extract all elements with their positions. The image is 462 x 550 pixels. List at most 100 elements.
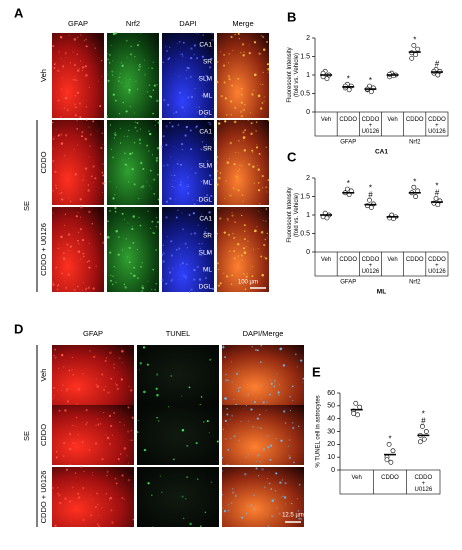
micrograph-speck xyxy=(92,471,94,474)
micrograph-speck xyxy=(184,276,187,279)
micrograph-speck xyxy=(151,188,153,190)
micrograph-speck xyxy=(116,230,118,232)
micrograph-speck xyxy=(100,59,103,62)
micrograph-speck xyxy=(189,148,193,151)
micrograph-speck xyxy=(278,512,281,515)
micrograph-speck xyxy=(118,76,121,79)
micrograph-speck xyxy=(65,113,67,115)
y-tick-label: 1 xyxy=(306,212,310,219)
region-label: CA1 xyxy=(199,129,212,136)
micrograph-speck xyxy=(80,34,82,36)
micrograph-speck xyxy=(173,146,175,148)
micrograph-speck xyxy=(139,128,141,130)
micrograph-speck xyxy=(166,235,168,237)
micrograph xyxy=(52,33,104,118)
micrograph-speck xyxy=(53,395,56,397)
column-header: DAPI xyxy=(179,19,197,28)
micrograph-speck xyxy=(263,486,266,489)
micrograph-speck xyxy=(226,161,230,164)
micrograph-speck xyxy=(300,518,303,521)
micrograph-speck xyxy=(230,113,232,116)
micrograph-speck xyxy=(140,33,142,35)
micrograph-speck xyxy=(101,373,104,376)
micrograph-speck xyxy=(80,466,83,468)
micrograph-speck xyxy=(121,117,123,119)
micrograph-speck xyxy=(208,121,211,124)
micrograph-speck xyxy=(102,388,106,392)
micrograph-speck xyxy=(205,74,208,78)
data-point xyxy=(353,400,359,406)
micrograph-speck xyxy=(128,261,131,264)
micrograph-speck xyxy=(76,53,78,56)
micrograph-speck xyxy=(234,494,237,496)
micrograph-speck xyxy=(105,357,108,359)
micrograph-speck xyxy=(57,138,59,140)
micrograph-speck xyxy=(259,203,261,205)
micrograph-speck xyxy=(269,458,272,462)
micrograph-speck xyxy=(247,420,249,422)
micrograph-speck xyxy=(107,391,110,394)
micrograph-speck xyxy=(172,267,174,270)
micrograph-speck xyxy=(88,156,90,158)
micrograph-speck xyxy=(110,274,112,276)
micrograph-speck xyxy=(155,159,158,162)
micrograph-speck xyxy=(242,247,245,250)
micrograph-speck xyxy=(168,57,171,60)
micrograph-speck xyxy=(106,236,110,239)
micrograph-speck xyxy=(185,69,188,72)
micrograph-speck xyxy=(146,363,149,366)
micrograph xyxy=(222,467,304,527)
micrograph-speck xyxy=(72,78,75,81)
micrograph-speck xyxy=(253,182,255,184)
micrograph-speck xyxy=(102,163,104,165)
micrograph-speck xyxy=(206,194,209,197)
micrograph-speck xyxy=(167,406,170,408)
micrograph-speck xyxy=(151,494,153,497)
micrograph-speck xyxy=(302,381,304,383)
micrograph-speck xyxy=(298,483,301,486)
micrograph-speck xyxy=(162,164,165,167)
micrograph-speck xyxy=(56,492,59,495)
micrograph-speck xyxy=(181,106,184,109)
micrograph-speck xyxy=(288,455,290,457)
micrograph-speck xyxy=(121,349,124,353)
micrograph-speck xyxy=(224,120,227,123)
micrograph-speck xyxy=(238,140,240,142)
y-axis-label: Fluorescent Intensity xyxy=(287,47,293,102)
micrograph-speck xyxy=(183,275,185,277)
micrograph-speck xyxy=(170,375,173,377)
micrograph-speck xyxy=(291,422,294,424)
micrograph-speck xyxy=(106,115,109,118)
significance-mark: * xyxy=(369,183,372,192)
micrograph-speck xyxy=(53,386,56,389)
micrograph-speck xyxy=(55,187,58,189)
micrograph-speck xyxy=(204,511,207,514)
micrograph-speck xyxy=(51,486,54,489)
micrograph-speck xyxy=(65,286,68,289)
micrograph-speck xyxy=(250,408,253,411)
micrograph-speck xyxy=(76,91,79,94)
micrograph-speck xyxy=(257,94,261,98)
scale-label: 100 µm xyxy=(238,280,258,286)
micrograph-speck xyxy=(71,425,73,427)
micrograph-speck xyxy=(115,281,117,283)
micrograph-speck xyxy=(281,496,283,498)
micrograph-speck xyxy=(241,259,243,261)
micrograph-speck xyxy=(267,68,270,71)
micrograph-speck xyxy=(217,176,221,180)
micrograph-speck xyxy=(159,475,161,477)
micrograph-speck xyxy=(154,124,156,126)
micrograph-speck xyxy=(257,189,261,192)
micrograph-speck xyxy=(52,212,54,214)
micrograph-speck xyxy=(52,148,54,150)
micrograph-speck xyxy=(226,423,228,425)
micrograph-speck xyxy=(252,151,254,153)
micrograph-speck xyxy=(241,164,243,167)
x-tick-label: Veh xyxy=(321,257,331,263)
micrograph-speck xyxy=(132,242,135,244)
data-point xyxy=(324,76,330,82)
micrograph-speck xyxy=(267,71,269,73)
micrograph-speck xyxy=(73,64,76,66)
micrograph-speck xyxy=(151,154,153,156)
micrograph-speck xyxy=(170,240,173,243)
